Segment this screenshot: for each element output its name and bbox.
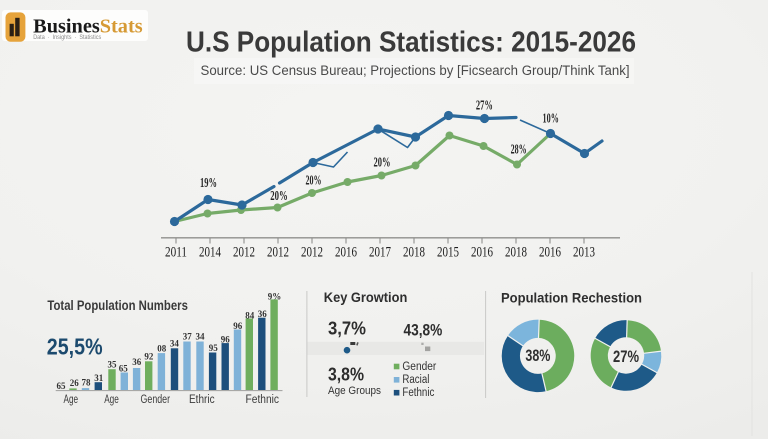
svg-text:Total Population Numbers: Total Population Numbers: [47, 298, 188, 313]
svg-text:10%: 10%: [543, 111, 559, 126]
svg-text:2012: 2012: [301, 245, 323, 261]
svg-text:2013: 2013: [573, 245, 595, 261]
svg-text:26: 26: [70, 378, 80, 388]
svg-text:Source: US Census Bureau; Proj: Source: US Census Bureau; Projections by…: [201, 63, 630, 78]
svg-text:2012: 2012: [267, 245, 289, 261]
svg-text:3,8%: 3,8%: [328, 365, 364, 385]
svg-text:9%: 9%: [268, 291, 282, 301]
svg-text:36: 36: [132, 357, 142, 367]
svg-text:2014: 2014: [199, 245, 222, 261]
svg-text:65: 65: [119, 363, 129, 373]
svg-text:25,5%: 25,5%: [47, 333, 103, 359]
svg-text:20%: 20%: [270, 188, 288, 203]
svg-text:2018: 2018: [505, 245, 527, 261]
svg-text:Age: Age: [64, 394, 79, 406]
svg-text:Age: Age: [104, 394, 119, 406]
svg-text:2011: 2011: [165, 245, 187, 261]
svg-text:Ethric: Ethric: [189, 394, 215, 406]
svg-text:2017: 2017: [369, 245, 391, 261]
svg-text:19%: 19%: [200, 175, 217, 190]
svg-text:43,8%: 43,8%: [404, 321, 443, 340]
svg-text:38%: 38%: [525, 346, 550, 365]
svg-text:20%: 20%: [306, 173, 322, 188]
svg-text:2015: 2015: [437, 245, 459, 261]
svg-text:36: 36: [258, 309, 268, 319]
svg-text:84: 84: [245, 311, 255, 321]
svg-text:3,7%: 3,7%: [328, 319, 366, 339]
svg-text:U.S Population Statistics: 201: U.S Population Statistics: 2015-2026: [186, 27, 636, 59]
svg-text:95: 95: [209, 343, 219, 353]
svg-text:2016: 2016: [539, 245, 561, 261]
svg-text:Population Rechestion: Population Rechestion: [501, 290, 642, 306]
svg-text:34: 34: [196, 331, 206, 341]
svg-text:34: 34: [170, 339, 180, 349]
svg-text:35: 35: [108, 360, 118, 370]
svg-text:Fethnic: Fethnic: [246, 394, 280, 406]
svg-text:Age Groups: Age Groups: [328, 385, 381, 397]
svg-text:27%: 27%: [476, 98, 493, 113]
svg-text:37: 37: [183, 331, 193, 341]
svg-text:2016: 2016: [471, 245, 493, 261]
svg-text:31: 31: [94, 373, 104, 383]
svg-text:2016: 2016: [335, 245, 357, 261]
svg-text:Fethnic: Fethnic: [402, 387, 434, 399]
svg-text:Gender: Gender: [141, 394, 171, 406]
svg-text:Key Growtion: Key Growtion: [324, 289, 408, 305]
svg-text:96: 96: [233, 321, 243, 331]
svg-text:92: 92: [144, 352, 154, 362]
svg-text:20%: 20%: [374, 155, 391, 170]
svg-text:Data · Insights · Statisti: Data · Insights · Statistics: [33, 35, 101, 41]
svg-text:08: 08: [157, 344, 167, 354]
svg-text:2018: 2018: [403, 245, 425, 261]
svg-text:28%: 28%: [511, 142, 527, 157]
svg-text:96: 96: [221, 335, 231, 345]
svg-text:65: 65: [57, 381, 67, 391]
svg-text:Racial: Racial: [402, 374, 429, 386]
svg-text:27%: 27%: [613, 347, 639, 366]
svg-text:2012: 2012: [233, 245, 255, 261]
svg-text:Gender: Gender: [402, 361, 436, 373]
svg-text:78: 78: [82, 377, 92, 387]
